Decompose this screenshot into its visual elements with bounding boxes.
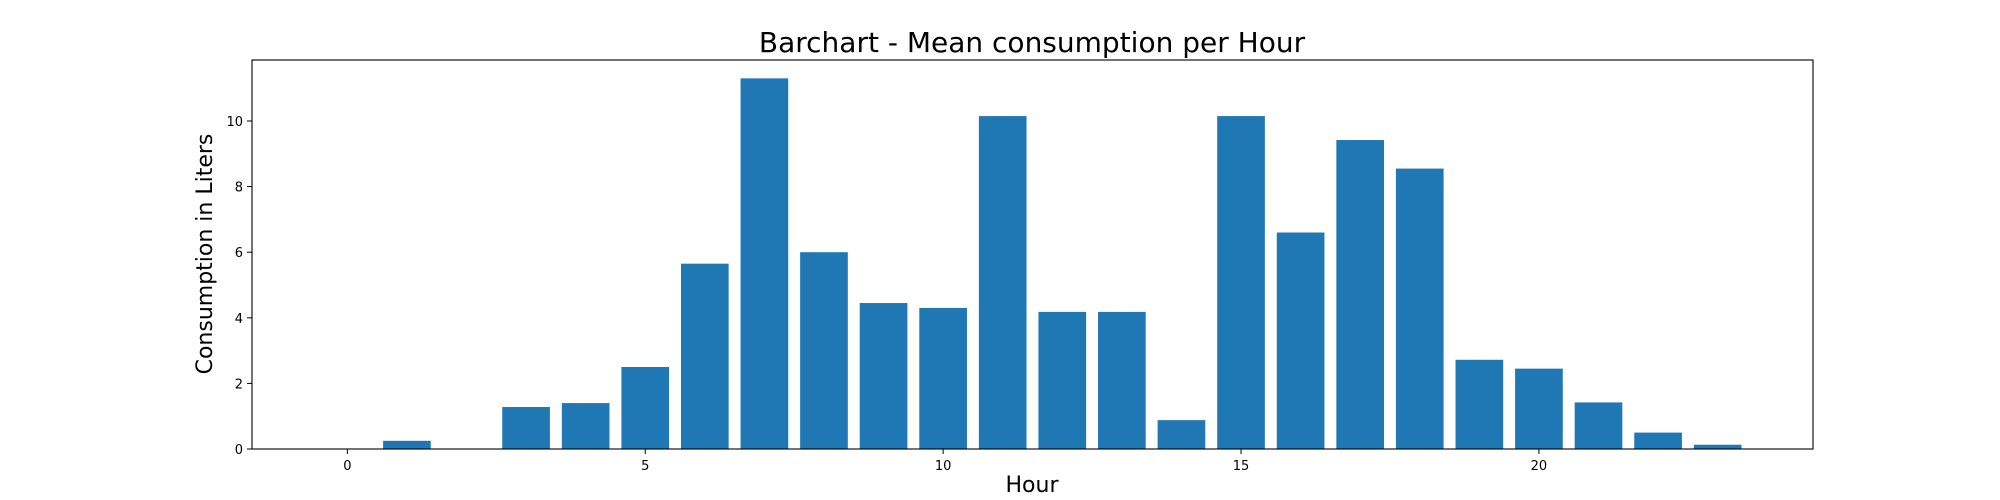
x-tick-label: 5 bbox=[641, 459, 649, 474]
bar-hour-15 bbox=[1217, 116, 1265, 449]
bar-hour-11 bbox=[978, 116, 1027, 449]
y-tick-label: 0 bbox=[235, 443, 243, 458]
bar-hour-13 bbox=[1098, 311, 1146, 449]
bar-hour-9 bbox=[859, 303, 908, 449]
x-axis-label: Hour bbox=[1006, 473, 1060, 498]
x-tick-label: 20 bbox=[1531, 459, 1548, 474]
x-tick-label: 15 bbox=[1233, 459, 1250, 474]
x-tick-label: 0 bbox=[343, 459, 351, 474]
x-tick-label: 10 bbox=[935, 459, 952, 474]
y-tick-label: 10 bbox=[226, 115, 243, 130]
bar-hour-14 bbox=[1157, 420, 1206, 449]
bar-hour-7 bbox=[740, 78, 789, 450]
bar-hour-22 bbox=[1634, 432, 1682, 449]
y-axis-label: Consumption in Liters bbox=[193, 134, 218, 375]
y-tick-label: 6 bbox=[235, 246, 243, 261]
bar-hour-3 bbox=[502, 407, 550, 449]
y-ticks-group: 0 2 4 6 8 10 bbox=[226, 115, 252, 458]
bar-hour-5 bbox=[621, 367, 670, 449]
chart-title: Barchart - Mean consumption per Hour bbox=[759, 26, 1306, 59]
y-tick-label: 2 bbox=[235, 377, 243, 392]
bar-hour-23 bbox=[1693, 444, 1742, 449]
bar-hour-17 bbox=[1336, 140, 1385, 449]
plot-frame bbox=[251, 59, 1814, 450]
x-ticks-group: 0 5 10 15 20 bbox=[343, 449, 1547, 474]
bar-hour-20 bbox=[1515, 368, 1563, 449]
bar-hour-10 bbox=[919, 307, 967, 449]
bar-hour-6 bbox=[680, 263, 729, 449]
bar-hour-19 bbox=[1455, 359, 1504, 449]
bar-hour-18 bbox=[1395, 168, 1444, 449]
bar-hour-12 bbox=[1038, 311, 1087, 449]
bar-hour-1 bbox=[383, 440, 431, 449]
bar-hour-21 bbox=[1574, 402, 1623, 449]
y-tick-label: 4 bbox=[235, 312, 243, 327]
bar-hour-4 bbox=[561, 403, 610, 449]
bar-hour-16 bbox=[1276, 232, 1325, 449]
bar-hour-8 bbox=[800, 252, 848, 449]
y-tick-label: 8 bbox=[235, 181, 243, 196]
bars-group bbox=[383, 78, 1742, 450]
